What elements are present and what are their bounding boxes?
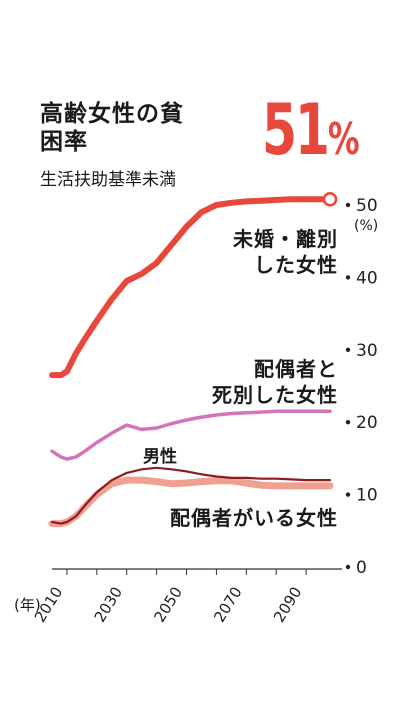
headline-figure: 51% — [262, 94, 360, 176]
y-tick-dot — [345, 275, 351, 280]
y-tick-dot — [345, 492, 351, 497]
label-men: 男性 — [143, 447, 177, 467]
chart-subtitle: 生活扶助基準未満 — [40, 170, 176, 190]
series-line-men — [50, 466, 332, 525]
y-tick-label: 30 — [356, 341, 378, 361]
y-tick-dot — [345, 202, 351, 208]
y-tick-dot — [345, 347, 351, 352]
series-line-widowed — [50, 409, 332, 461]
label-widowed-line2: 死別した女性 — [212, 383, 338, 407]
y-tick-label: 40 — [356, 268, 378, 288]
label-unmarried-line1: 未婚・離別 — [233, 227, 338, 251]
chart-title: 高齢女性の貧困率 — [40, 101, 184, 155]
x-tick-label: 2030 — [91, 584, 127, 626]
y-unit-label: (%) — [354, 218, 379, 234]
label-unmarried: 未婚・離別 した女性 — [206, 226, 338, 278]
series-layer — [48, 191, 338, 528]
y-tick-dot — [345, 564, 351, 570]
label-widowed-line1: 配偶者と — [254, 357, 338, 381]
headline-value: 51 — [262, 89, 330, 171]
label-married: 配偶者がいる女性 — [118, 505, 338, 531]
endpoint-marker — [322, 191, 338, 207]
headline-unit: % — [327, 114, 360, 165]
label-widowed: 配偶者と 死別した女性 — [186, 356, 338, 408]
x-unit-label: (年) — [14, 596, 41, 614]
x-tick-label: 2070 — [210, 584, 246, 626]
series-line-unmarried — [49, 196, 333, 379]
label-married-line1: 配偶者がいる女性 — [170, 506, 338, 530]
y-tick-label: 50 — [356, 196, 378, 216]
x-tick-label: 2090 — [270, 584, 306, 626]
x-tick-label: 2050 — [150, 584, 186, 626]
y-tick-label: 0 — [356, 558, 367, 578]
y-tick-label: 10 — [356, 486, 378, 506]
label-unmarried-line2: した女性 — [254, 253, 338, 277]
y-tick-dot — [345, 420, 351, 425]
y-tick-label: 20 — [356, 413, 378, 433]
